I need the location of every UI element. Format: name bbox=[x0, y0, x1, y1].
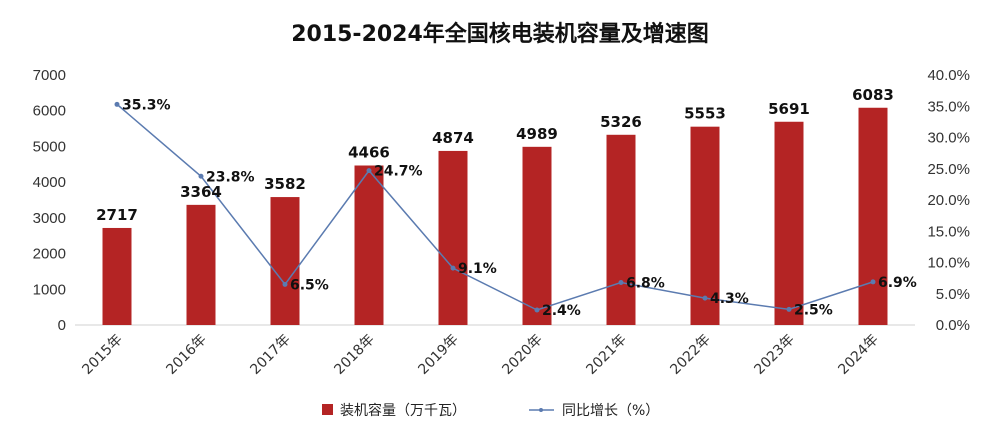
line-point bbox=[618, 280, 624, 285]
x-tick-label: 2020年 bbox=[499, 332, 545, 378]
line-point bbox=[870, 279, 876, 285]
x-tick-label: 2021年 bbox=[583, 332, 629, 378]
x-tick-label: 2018年 bbox=[331, 332, 377, 378]
point-value-label: 6.9% bbox=[878, 275, 917, 291]
x-tick-label: 2019年 bbox=[415, 332, 461, 378]
y-left-tick-label: 5000 bbox=[33, 138, 66, 155]
bar-value-label: 4874 bbox=[432, 129, 474, 147]
y-left-tick-label: 4000 bbox=[33, 174, 66, 191]
bar bbox=[354, 165, 384, 325]
line-point bbox=[450, 265, 456, 271]
y-axis-right: 0.0% 5.0% 10.0% 15.0% 20.0% 25.0% 30.0% 35.0% 40… bbox=[927, 67, 970, 334]
bar-value-label: 5691 bbox=[768, 100, 810, 118]
bar-value-label: 4989 bbox=[516, 125, 558, 143]
x-tick-label: 2024年 bbox=[835, 332, 881, 378]
y-left-tick-label: 7000 bbox=[33, 67, 66, 84]
line-point bbox=[282, 281, 288, 287]
y-right-tick-label: 15.0% bbox=[927, 223, 970, 240]
point-value-label: 6.8% bbox=[626, 276, 665, 292]
point-value-label: 35.3% bbox=[122, 97, 171, 113]
bar bbox=[774, 121, 804, 325]
line-point bbox=[366, 168, 372, 174]
bar-value-label: 6083 bbox=[852, 86, 894, 104]
point-value-label: 2.4% bbox=[542, 303, 581, 319]
line-point bbox=[786, 306, 792, 312]
point-value-label: 2.5% bbox=[794, 302, 833, 318]
line-point bbox=[534, 307, 540, 313]
line-point bbox=[198, 173, 204, 179]
y-left-tick-label: 3000 bbox=[33, 210, 66, 227]
growth-line bbox=[116, 103, 874, 311]
y-left-tick-label: 1000 bbox=[33, 281, 66, 298]
bar-value-label: 3582 bbox=[264, 175, 306, 193]
legend-line-label: 同比增长（%） bbox=[562, 403, 659, 419]
bar bbox=[690, 126, 720, 325]
y-left-tick-label: 6000 bbox=[33, 103, 66, 120]
bar bbox=[270, 197, 300, 325]
y-left-tick-label: 0 bbox=[58, 317, 66, 334]
point-labels: 35.3% 23.8% 6.5% 24.7% 9.1% 2.4% 6.8% 4.3% 2.5% 6… bbox=[122, 97, 917, 319]
bar-value-label: 5326 bbox=[600, 113, 642, 131]
y-right-tick-label: 30.0% bbox=[927, 130, 970, 147]
legend-bar-label: 装机容量（万千瓦） bbox=[340, 402, 466, 419]
bar-value-label: 4466 bbox=[348, 144, 390, 162]
bar-labels: 2717 3364 3582 4466 4874 4989 5326 5553 5691 6083 bbox=[96, 86, 894, 224]
bar bbox=[186, 204, 216, 325]
bar bbox=[858, 107, 888, 325]
bar-series bbox=[102, 107, 888, 325]
x-axis: 2015年 2016年 2017年 2018年 2019年 2020年 2021年 2022年… bbox=[79, 332, 881, 378]
x-tick-label: 2023年 bbox=[751, 332, 797, 378]
legend-line-marker bbox=[539, 408, 543, 412]
y-right-tick-label: 35.0% bbox=[927, 98, 970, 115]
bar-value-label: 3364 bbox=[180, 183, 222, 201]
bar bbox=[438, 150, 468, 325]
point-value-label: 6.5% bbox=[290, 277, 329, 293]
bar bbox=[606, 134, 636, 325]
bar bbox=[522, 146, 552, 325]
y-right-tick-label: 0.0% bbox=[936, 317, 970, 334]
bar-value-label: 5553 bbox=[684, 105, 726, 123]
x-tick-label: 2015年 bbox=[79, 332, 125, 378]
y-right-tick-label: 10.0% bbox=[927, 255, 970, 272]
point-value-label: 24.7% bbox=[374, 164, 423, 180]
x-tick-label: 2017年 bbox=[247, 332, 293, 378]
legend-bar-swatch bbox=[322, 404, 333, 415]
point-value-label: 4.3% bbox=[710, 291, 749, 307]
y-right-tick-label: 5.0% bbox=[936, 286, 970, 303]
line-series bbox=[114, 101, 876, 313]
point-value-label: 23.8% bbox=[206, 169, 255, 185]
y-right-tick-label: 40.0% bbox=[927, 67, 970, 84]
line-point bbox=[702, 295, 708, 301]
bar-value-label: 2717 bbox=[96, 206, 138, 224]
legend: 装机容量（万千瓦） 同比增长（%） bbox=[322, 402, 659, 419]
chart-title: 2015-2024年全国核电装机容量及增速图 bbox=[291, 21, 709, 47]
y-left-tick-label: 2000 bbox=[33, 246, 66, 263]
line-point bbox=[114, 101, 120, 107]
x-tick-label: 2016年 bbox=[163, 332, 209, 378]
y-axis-left: 0 1000 2000 3000 4000 5000 6000 7000 bbox=[33, 67, 66, 334]
point-value-label: 9.1% bbox=[458, 261, 497, 277]
bar bbox=[102, 227, 132, 325]
x-tick-label: 2022年 bbox=[667, 332, 713, 378]
y-right-tick-label: 25.0% bbox=[927, 161, 970, 178]
y-right-tick-label: 20.0% bbox=[927, 192, 970, 209]
